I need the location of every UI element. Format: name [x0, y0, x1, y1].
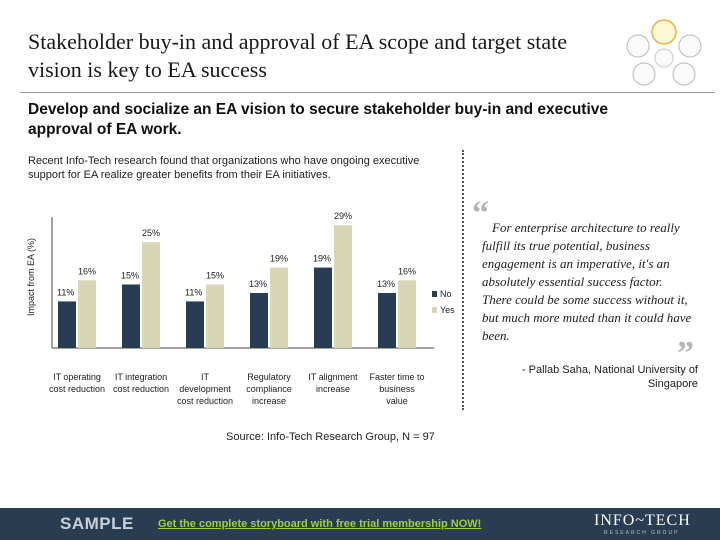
title-divider — [20, 92, 715, 93]
bar-yes-1 — [142, 242, 160, 348]
bar-no-5 — [378, 292, 396, 348]
source-note: Source: Info-Tech Research Group, N = 97 — [226, 431, 435, 443]
category-label-2: development — [179, 384, 231, 394]
data-label-no-4: 19% — [313, 254, 331, 264]
y-axis-label: Impact from EA (%) — [26, 238, 36, 316]
category-label-5: Faster time to — [369, 372, 424, 382]
category-label-1: IT integration — [115, 372, 167, 382]
category-label-1: cost reduction — [113, 384, 169, 394]
bar-yes-4 — [334, 225, 352, 348]
bar-no-2 — [186, 301, 204, 348]
data-label-no-2: 11% — [185, 287, 202, 297]
category-label-5: value — [386, 396, 408, 406]
open-quote-icon: “ — [472, 195, 489, 232]
legend-swatch-yes — [432, 307, 437, 313]
close-quote-icon: ” — [677, 335, 694, 372]
category-label-3: Regulatory — [247, 372, 291, 382]
bar-yes-0 — [78, 280, 96, 348]
data-label-yes-5: 16% — [398, 266, 416, 276]
brand-tagline: RESEARCH GROUP — [604, 530, 680, 536]
quote-attribution: - Pallab Saha, National University of Si… — [521, 364, 698, 390]
bar-yes-5 — [398, 280, 416, 348]
category-label-0: IT operating — [53, 372, 101, 382]
category-label-4: IT alignment — [308, 372, 358, 382]
bar-no-0 — [58, 301, 76, 348]
bar-no-3 — [250, 292, 268, 348]
quote-text: For enterprise architecture to really fu… — [482, 220, 692, 343]
intro-text: Recent Info-Tech research found that org… — [28, 155, 420, 181]
footer-bar: SAMPLE Get the complete storyboard with … — [0, 508, 720, 540]
data-label-no-3: 13% — [249, 279, 267, 289]
bar-yes-3 — [270, 267, 288, 348]
page-title: Stakeholder buy-in and approval of EA sc… — [28, 29, 568, 82]
category-label-5: business — [379, 384, 415, 394]
sample-label: SAMPLE — [60, 514, 134, 533]
data-label-no-5: 13% — [377, 279, 395, 289]
data-label-no-1: 15% — [121, 271, 139, 281]
data-label-yes-2: 15% — [206, 271, 224, 281]
bar-yes-2 — [206, 284, 224, 348]
category-label-0: cost reduction — [49, 384, 105, 394]
data-label-no-0: 11% — [57, 287, 74, 297]
legend-label-no: No — [440, 289, 452, 299]
category-label-2: cost reduction — [177, 396, 233, 406]
category-label-3: increase — [252, 396, 286, 406]
vertical-divider — [462, 150, 464, 410]
legend-label-yes: Yes — [440, 305, 455, 315]
category-label-2: IT — [201, 372, 210, 382]
data-label-yes-3: 19% — [270, 254, 288, 264]
data-label-yes-4: 29% — [334, 211, 352, 221]
category-label-4: increase — [316, 384, 350, 394]
category-label-3: compliance — [246, 384, 292, 394]
bar-no-1 — [122, 284, 140, 348]
subtitle: Develop and socialize an EA vision to se… — [28, 101, 609, 138]
data-label-yes-0: 16% — [78, 266, 96, 276]
data-label-yes-1: 25% — [142, 228, 160, 238]
brand-logo: INFO~TECH — [594, 512, 691, 529]
impact-bar-chart: Impact from EA (%) 11% 16% IT operating cost… — [26, 211, 455, 406]
bar-no-4 — [314, 267, 332, 348]
trial-cta-link[interactable]: Get the complete storyboard with free tr… — [158, 518, 482, 530]
legend-swatch-no — [432, 291, 437, 297]
diagram-thumbnail — [626, 19, 702, 86]
